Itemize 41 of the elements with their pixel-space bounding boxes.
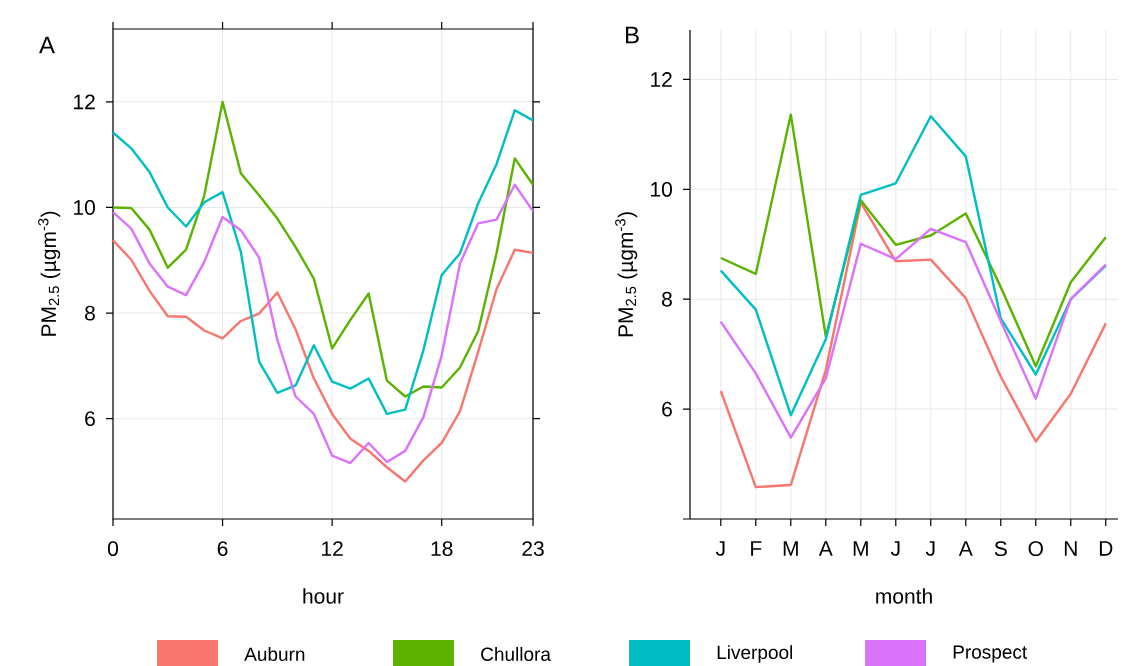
x-tick-label: N [1064,541,1077,556]
line-series [719,227,1107,439]
line-series [719,201,1107,489]
line-series [719,113,1107,368]
y-tick-label: 8 [662,291,672,307]
x-tick-label: 0 [107,541,119,557]
legend-label: Prospect [953,645,1028,663]
x-tick-label: 6 [217,541,228,557]
x-tick-label: A [818,541,833,556]
legend-label: Auburn [244,647,305,661]
y-axis-title: PM$_{2.5}$ (µgm$^{-3}$) [38,211,61,336]
x-tick-label: A [958,541,973,556]
x-tick-label: J [715,541,725,556]
y-tick-label: 8 [85,305,95,321]
x-axis-title: month [876,588,932,604]
x-tick-label: J [890,541,900,556]
x-tick-label: M [853,541,868,556]
x-tick-label: S [994,541,1007,557]
line-series [111,239,535,483]
x-tick-label: 18 [431,541,453,557]
x-tick-label: 12 [322,541,343,556]
y-tick-label: 12 [651,72,672,87]
legend-label: Liverpool [717,645,793,663]
y-tick-label: 10 [74,200,95,215]
y-axis-title: PM$_{2.5}$ (µgm$^{-3}$) [615,212,638,337]
chart-title: B [625,26,639,44]
y-tick-label: 10 [651,181,672,197]
y-tick-label: 6 [662,401,672,417]
chart-title: A [39,36,55,54]
y-tick-label: 12 [74,94,95,110]
x-axis-title: hour [303,588,344,604]
legend-label: Chullora [481,647,551,661]
x-tick-label: J [925,541,935,556]
x-tick-label: 23 [522,541,544,557]
x-tick-label: M [783,541,798,556]
x-tick-label: F [751,541,762,556]
x-tick-label: D [1099,541,1113,556]
line-series [111,183,535,465]
y-tick-label: 6 [85,411,95,427]
x-tick-label: O [1028,541,1043,557]
line-series [719,115,1107,417]
